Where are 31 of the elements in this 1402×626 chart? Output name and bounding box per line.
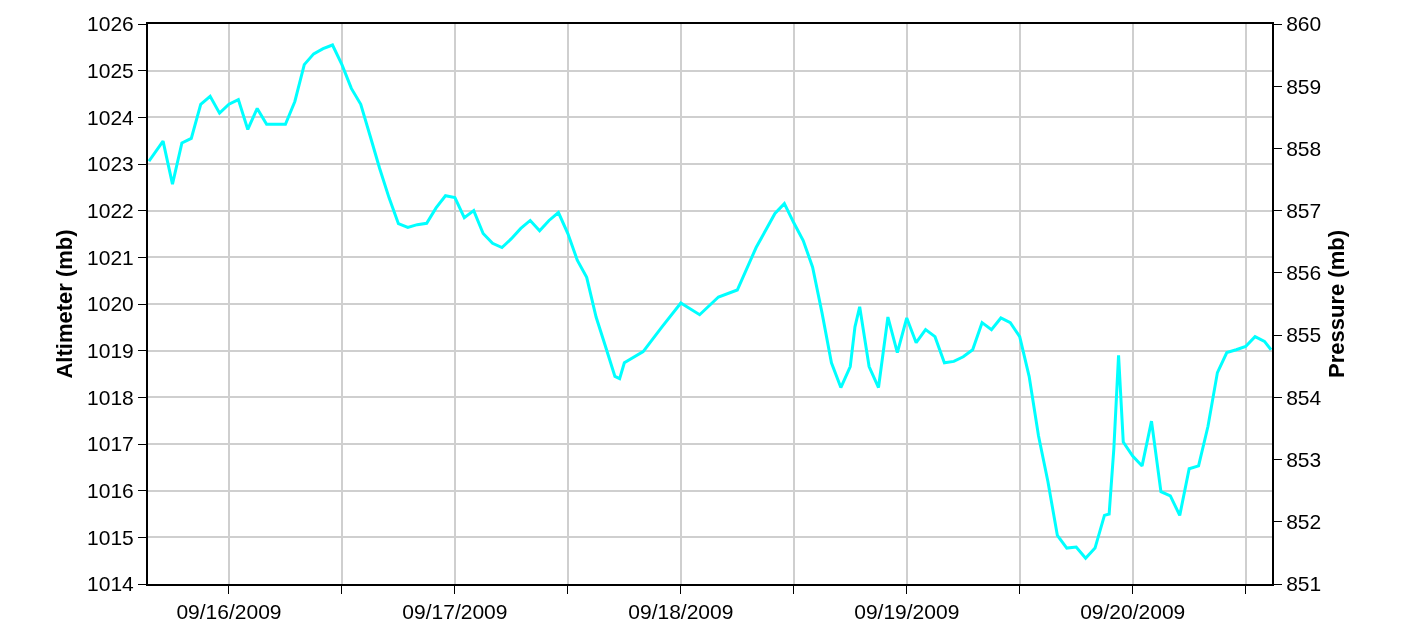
line-series: [148, 43, 1272, 560]
y-tick-label: 1020: [87, 292, 134, 316]
y-tick-label: 1023: [87, 152, 134, 176]
y-tick-label: 1021: [87, 245, 134, 269]
y2-tick-label: 858: [1286, 136, 1322, 160]
y-tick-label: 1019: [87, 339, 134, 363]
y-tick-label: 1018: [87, 385, 134, 409]
y2-tick-label: 856: [1286, 261, 1322, 285]
y-tick-label: 1015: [87, 525, 134, 549]
y2-tick-label: 854: [1286, 385, 1322, 409]
y-tick-label: 1017: [87, 432, 134, 456]
y2-tick-label: 857: [1286, 199, 1322, 223]
x-tick-label: 09/19/2009: [854, 600, 960, 624]
y2-tick-label: 851: [1286, 572, 1322, 596]
x-tick-label: 09/16/2009: [176, 600, 282, 624]
x-tick-label: 09/17/2009: [402, 600, 508, 624]
y-tick-label: 1016: [87, 479, 134, 503]
y2-tick-label: 852: [1286, 510, 1322, 534]
y-tick-label: 1024: [87, 105, 135, 129]
y2-tick-label: 855: [1286, 323, 1322, 347]
y-tick-label: 1026: [87, 12, 134, 36]
y2-tick-label: 859: [1286, 74, 1322, 98]
y-tick-label: 1025: [87, 59, 134, 83]
x-tick-label: 09/18/2009: [628, 600, 734, 624]
y-axis-title: Altimeter (mb): [52, 229, 78, 379]
y-tick-label: 1022: [87, 199, 134, 223]
y-tick-label: 1014: [87, 572, 135, 596]
y2-tick-label: 853: [1286, 447, 1322, 471]
y2-axis-title: Pressure (mb): [1323, 230, 1349, 378]
x-tick-label: 09/20/2009: [1080, 600, 1186, 624]
y2-tick-label: 860: [1286, 12, 1322, 36]
